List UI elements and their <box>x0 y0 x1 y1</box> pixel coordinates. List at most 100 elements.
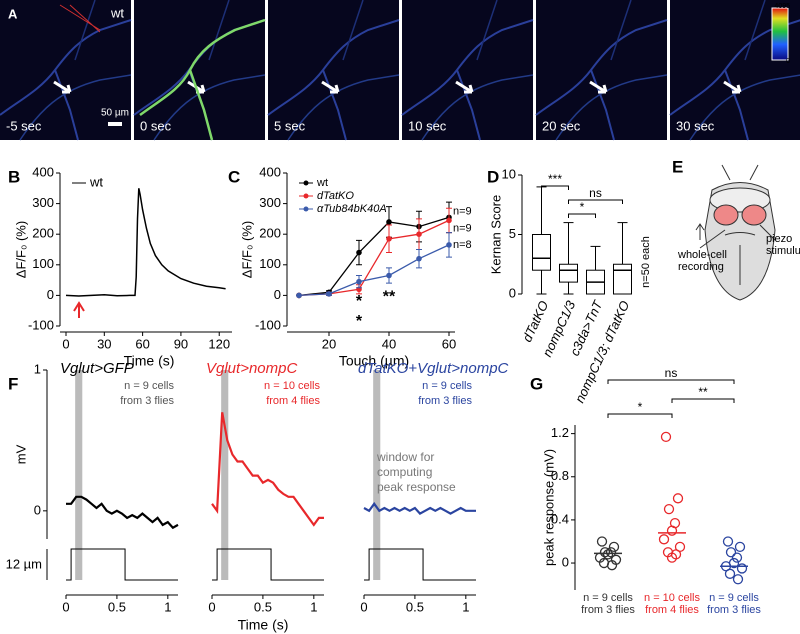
note: n = 9 cells <box>124 380 174 392</box>
note: n=50 each <box>640 236 652 288</box>
y-tick-label: 1.2 <box>551 425 569 440</box>
note: from 3 flies <box>418 395 472 407</box>
bracket <box>568 199 623 204</box>
n-label: n=8 <box>453 239 472 251</box>
panel-label: E <box>672 157 683 176</box>
legend-label: wt <box>89 174 103 189</box>
window-label: peak response <box>377 480 456 494</box>
point <box>416 231 422 237</box>
point <box>606 560 618 571</box>
line <box>65 188 226 297</box>
point <box>356 249 362 256</box>
point <box>416 255 422 262</box>
y-tick-label: 0 <box>274 287 281 302</box>
line <box>298 216 450 297</box>
frame-time: 30 sec <box>676 118 715 133</box>
bracket <box>607 379 735 384</box>
point <box>725 547 737 558</box>
callout: stimulus <box>766 245 800 257</box>
point <box>666 525 678 536</box>
line <box>298 219 450 297</box>
point <box>734 541 746 553</box>
x-tick-label: 0 <box>62 599 69 614</box>
category-label: n = 9 cells <box>583 592 633 604</box>
point <box>605 547 617 558</box>
y-tick-label: 400 <box>259 164 281 179</box>
window <box>221 370 229 580</box>
window-label: window for <box>376 450 434 464</box>
y-tick-label: 0 <box>34 502 41 517</box>
x-tick-label: 60 <box>442 336 456 351</box>
point <box>672 493 684 504</box>
category-label: n = 10 cells <box>644 592 700 604</box>
legend-marker <box>303 193 309 199</box>
x-tick-label: 1 <box>462 599 469 614</box>
window <box>75 370 83 580</box>
trace <box>211 412 324 527</box>
panel-label: F <box>8 374 18 393</box>
y-tick-label: 100 <box>259 256 281 271</box>
panel-a: A wt 50 µm 4095 0 -5 sec 0 sec 5 sec 10 … <box>0 0 800 142</box>
legend-label: αTub84bK40A <box>317 203 387 215</box>
trace <box>363 501 476 515</box>
x-tick-label: 0.5 <box>254 599 272 614</box>
point <box>326 291 332 297</box>
x-tick-label: 30 <box>97 336 111 351</box>
callout: whole-cell <box>677 249 727 261</box>
y-tick-label: 300 <box>259 195 281 210</box>
x-axis-label: Touch (µm) <box>339 353 409 369</box>
category-label: from 4 flies <box>645 604 699 616</box>
stimulus <box>364 548 476 581</box>
panel-e: E piezo stimulus whole-cell recording <box>672 157 800 301</box>
frame-time: 0 sec <box>140 118 172 133</box>
y-tick-label: -100 <box>28 317 54 332</box>
y-tick-label: 200 <box>32 226 54 241</box>
category-label: from 3 flies <box>707 604 761 616</box>
panel-label: C <box>228 167 240 186</box>
significance: * <box>356 313 363 330</box>
point <box>386 235 392 242</box>
bracket <box>568 213 596 218</box>
x-tick-label: 40 <box>382 336 396 351</box>
panel-title: dTatKO+Vglut>nompC <box>358 360 509 377</box>
n-label: n=9 <box>453 205 472 217</box>
significance: ns <box>665 366 678 380</box>
bracket <box>607 413 673 418</box>
significance: ** <box>383 288 396 305</box>
x-tick-label: 0 <box>62 336 69 351</box>
legend-label: dTatKO <box>317 190 354 202</box>
point <box>658 534 670 545</box>
line <box>298 244 450 297</box>
y-tick-label: 5 <box>509 226 516 241</box>
significance: *** <box>548 172 562 186</box>
point <box>386 219 392 225</box>
category-label: n = 9 cells <box>709 592 759 604</box>
x-tick-label: 1 <box>164 599 171 614</box>
x-tick-label: 120 <box>208 336 230 351</box>
point <box>736 563 748 574</box>
x-tick-label: 90 <box>174 336 188 351</box>
y-axis-label: ΔF/F₀ (%) <box>239 221 254 278</box>
point <box>356 278 362 285</box>
callout: recording <box>678 261 724 273</box>
note: n = 10 cells <box>264 380 320 392</box>
significance: * <box>356 293 363 310</box>
point <box>608 541 620 553</box>
significance: ** <box>698 385 708 399</box>
y-tick-label: 0 <box>47 287 54 302</box>
callout: piezo <box>766 233 792 245</box>
y-tick-label: 400 <box>32 164 54 179</box>
stimulus <box>212 548 324 581</box>
y-tick-label: 300 <box>32 195 54 210</box>
stimulus <box>66 548 178 581</box>
frame-time: 5 sec <box>274 118 306 133</box>
point <box>446 217 452 224</box>
significance: * <box>580 200 585 214</box>
x-axis-label: Time (s) <box>238 617 289 633</box>
y-tick-label: 0.4 <box>551 511 569 526</box>
x-tick-label: 0 <box>208 599 215 614</box>
stimulus-label: 12 µm <box>6 556 42 571</box>
point <box>386 272 392 279</box>
x-axis-label: Time (s) <box>124 353 175 369</box>
